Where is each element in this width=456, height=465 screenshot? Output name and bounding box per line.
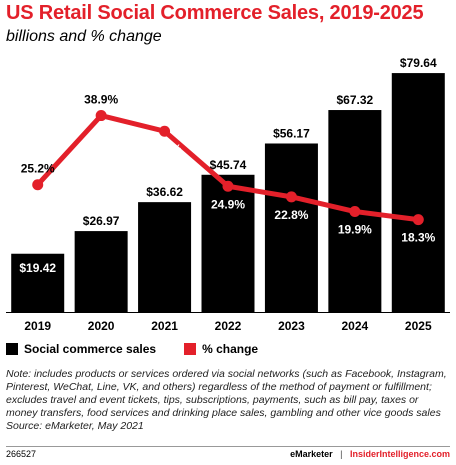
legend-item-change: % change — [184, 342, 258, 356]
x-tick-label: 2023 — [278, 319, 305, 333]
brand-separator: | — [340, 449, 343, 459]
chart-note: Note: includes products or services orde… — [6, 368, 450, 433]
bar-value-label: $36.62 — [146, 185, 183, 199]
change-point-2020 — [95, 110, 107, 122]
bar-value-label: $67.32 — [337, 93, 374, 107]
x-tick-label: 2022 — [215, 319, 242, 333]
legend-label-sales: Social commerce sales — [24, 342, 157, 356]
change-point-2023 — [285, 191, 297, 203]
chart-subtitle: billions and % change — [6, 28, 162, 45]
source-text: Source: eMarketer, May 2021 — [6, 420, 144, 432]
footer-divider — [6, 446, 450, 447]
x-tick-label: 2021 — [151, 319, 178, 333]
change-point-2024 — [349, 206, 361, 218]
change-value-label: 35.8% — [148, 142, 182, 156]
change-point-2022 — [222, 180, 234, 192]
change-value-label: 18.3% — [401, 231, 435, 245]
bar-value-label: $79.64 — [400, 56, 437, 70]
bar-2022 — [201, 174, 255, 312]
bar-value-label: $26.97 — [83, 214, 120, 228]
legend-swatch-change — [184, 343, 197, 355]
bar-value-label: $45.74 — [210, 158, 247, 172]
change-point-2019 — [32, 179, 44, 191]
chart-plot: 2019 2020 2021 2022 2023 2024 2025 $19.42 $26.97… — [6, 56, 450, 333]
change-value-label: 19.9% — [338, 223, 372, 237]
legend-label-change: % change — [202, 342, 259, 356]
bar-2025 — [391, 73, 445, 312]
brand-emarketer: eMarketer — [290, 449, 333, 459]
bar-value-label: $56.17 — [273, 126, 310, 140]
x-tick-label: 2019 — [24, 319, 51, 333]
x-tick-label: 2025 — [405, 319, 432, 333]
bar-2023 — [264, 143, 318, 312]
x-tick-label: 2024 — [342, 319, 369, 333]
legend-swatch-sales — [6, 343, 18, 355]
x-tick-label: 2020 — [88, 319, 115, 333]
brand-insider-intelligence: InsiderIntelligence.com — [349, 449, 450, 459]
bar-2019 — [11, 253, 65, 312]
chart-title: US Retail Social Commerce Sales, 2019-20… — [6, 2, 424, 24]
bar-2020 — [74, 231, 128, 312]
chart-legend: Social commerce sales % change — [6, 342, 278, 356]
bar-value-label: $19.42 — [19, 261, 56, 275]
change-value-label: 38.9% — [84, 93, 118, 107]
brand-credit: eMarketer | InsiderIntelligence.com — [290, 449, 450, 459]
legend-item-sales: Social commerce sales — [6, 342, 156, 356]
change-value-label: 22.8% — [274, 208, 308, 222]
chart-id: 266527 — [6, 449, 37, 459]
change-value-label: 25.2% — [21, 162, 55, 176]
change-value-label: 24.9% — [211, 197, 245, 211]
chart-footer: 266527 eMarketer | InsiderIntelligence.c… — [6, 449, 450, 459]
note-text: Note: includes products or services orde… — [6, 368, 447, 419]
bar-2021 — [138, 202, 192, 312]
change-point-2025 — [412, 214, 424, 226]
change-point-2021 — [159, 125, 171, 137]
